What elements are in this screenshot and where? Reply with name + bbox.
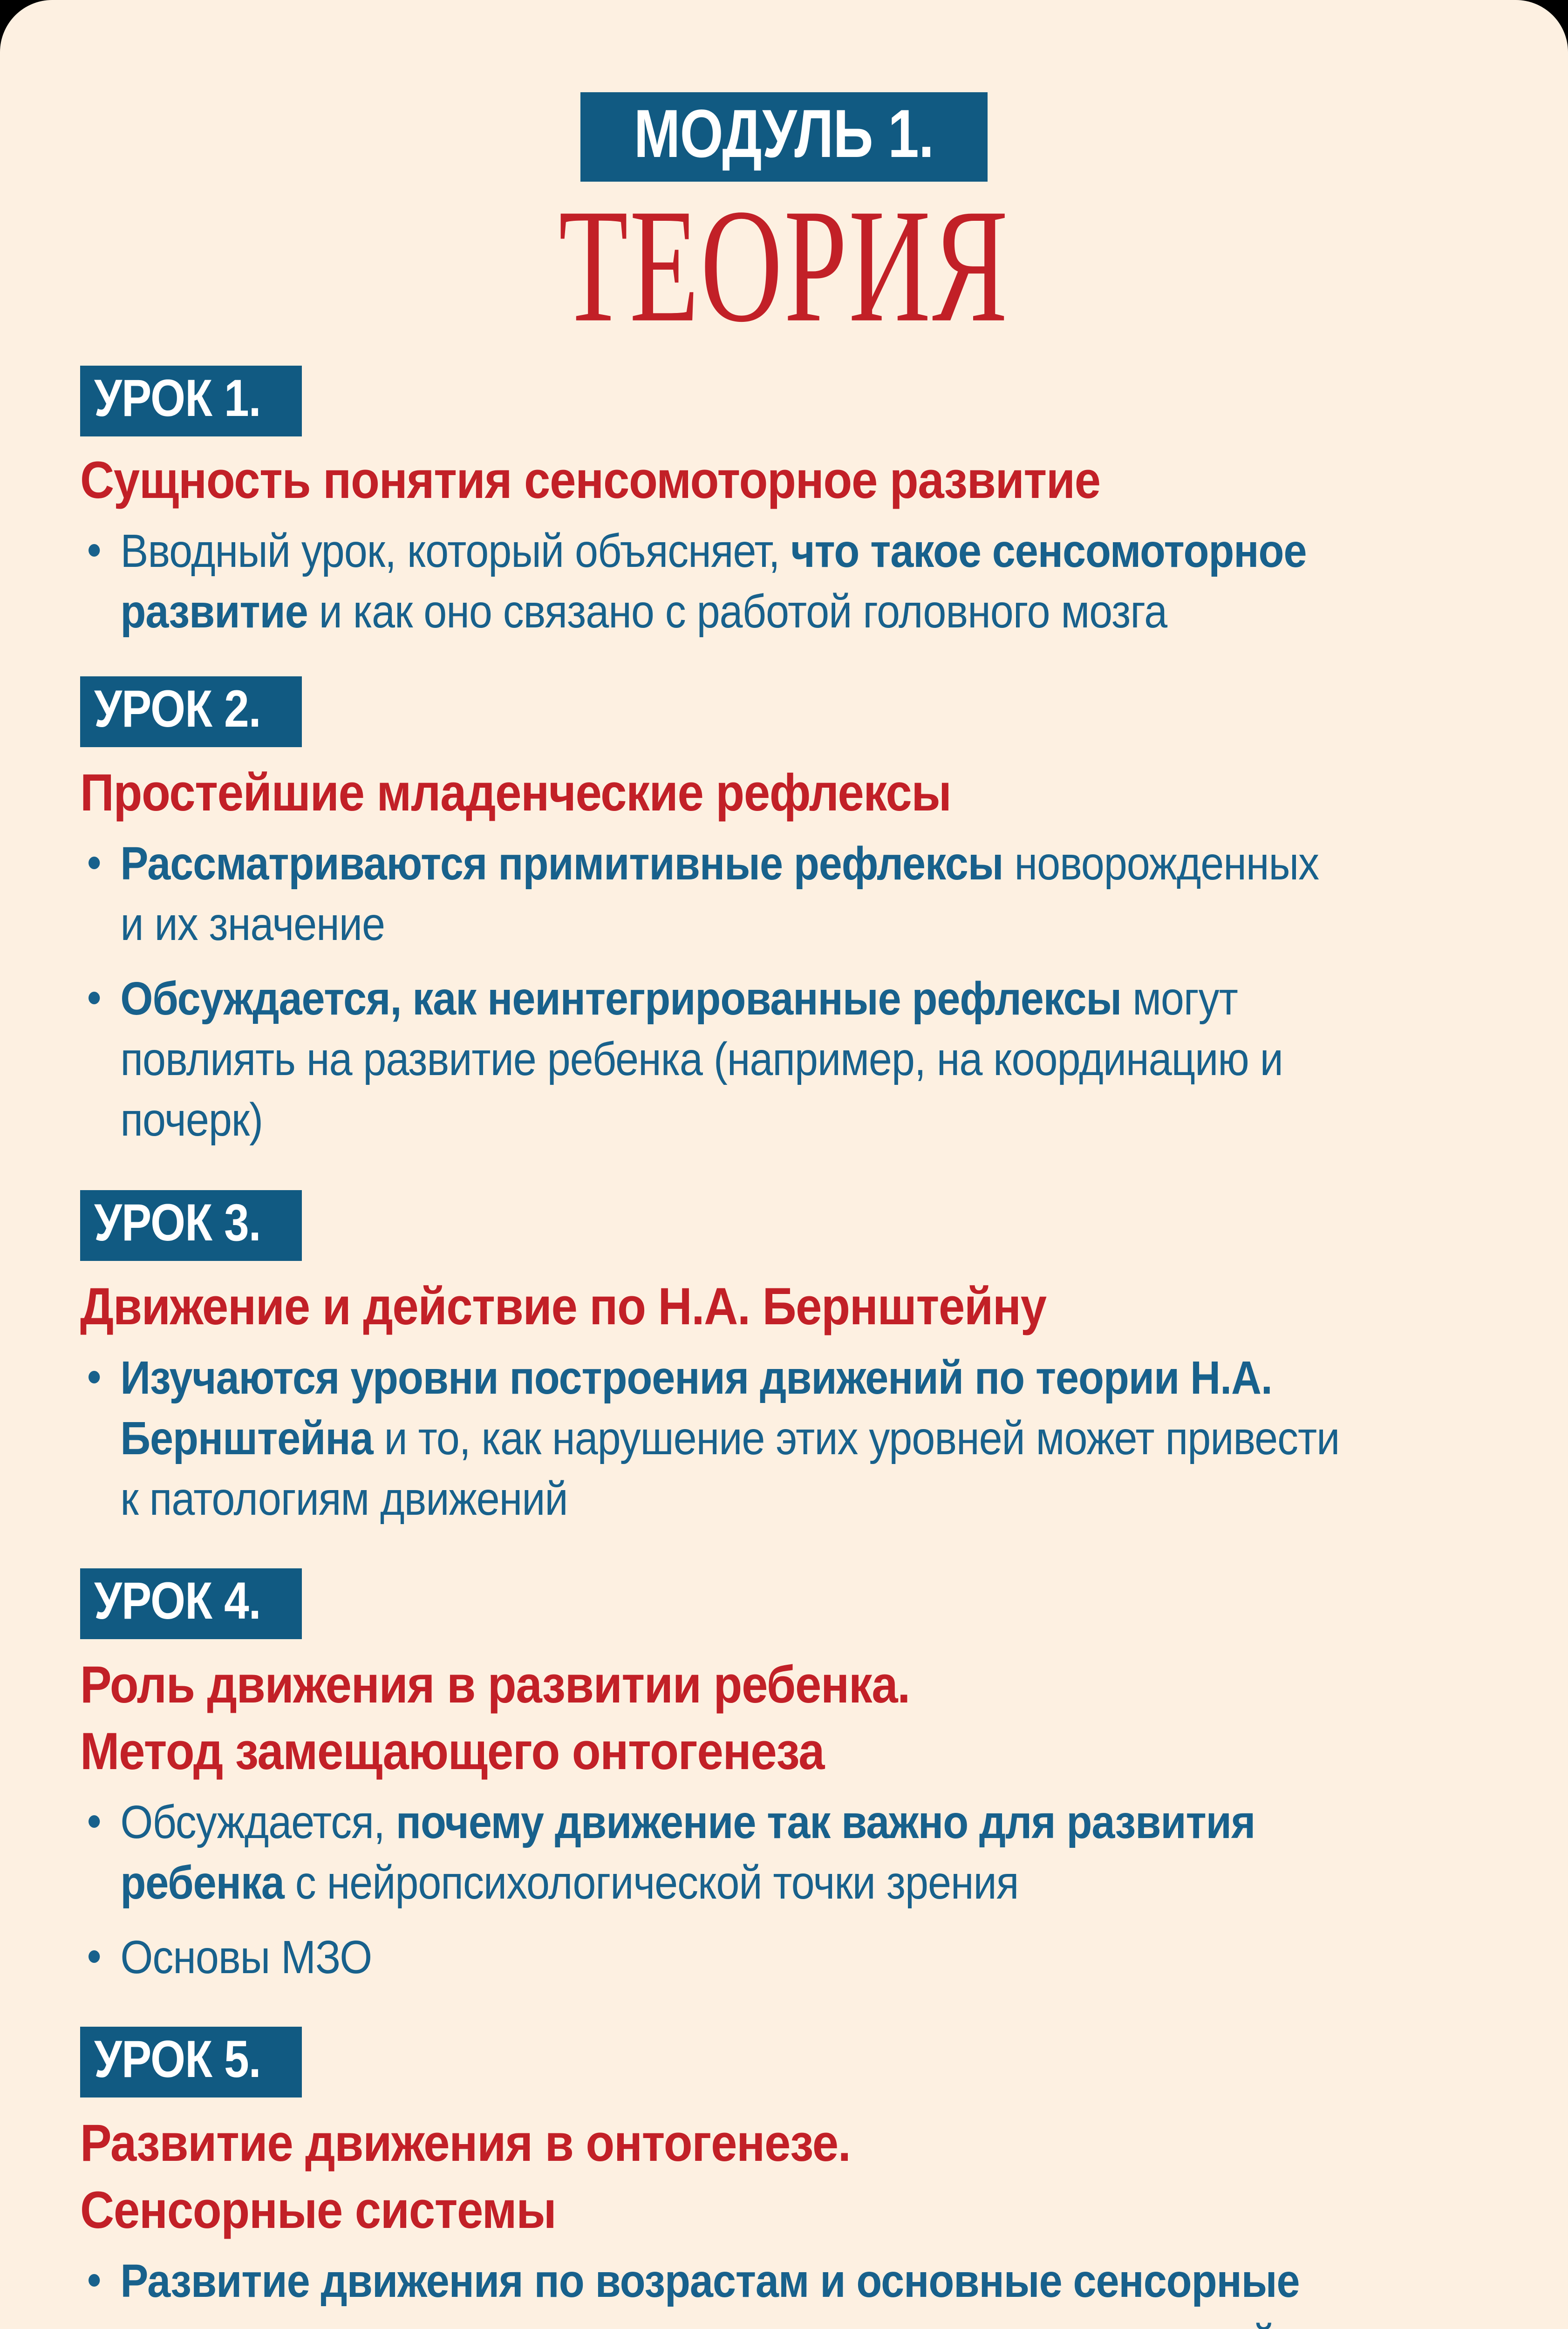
lesson-bullet: Вводный урок, который объясняет, что так… xyxy=(80,521,1347,642)
lesson-bullets-4: Обсуждается, почему движение так важно д… xyxy=(80,1792,1488,1988)
lesson-bullet: Развитие движения по возрастам и основны… xyxy=(80,2251,1347,2329)
lesson-badge-4: УРОК 4. xyxy=(80,1568,302,1639)
lesson-bullets-3: Изучаются уровни построения движений по … xyxy=(80,1348,1488,1529)
lesson-item-2: УРОК 2. Простейшие младенческие рефлексы… xyxy=(80,676,1488,1150)
bullet-dot-icon xyxy=(89,544,100,557)
lesson-title-4: Роль движения в развитии ребенка. Метод … xyxy=(80,1655,910,1781)
lesson-badge-2: УРОК 2. xyxy=(80,676,302,747)
lesson-bullet: Основы МЗО xyxy=(80,1927,1347,1988)
bullet-dot-icon xyxy=(89,1815,100,1828)
lesson-bullets-2: Рассматриваются примитивные рефлексы нов… xyxy=(80,833,1488,1150)
lesson-badge-label: УРОК 4. xyxy=(94,1571,261,1630)
lesson-bullet-text: Изучаются уровни построения движений по … xyxy=(120,1351,1340,1525)
lesson-badge-5: УРОК 5. xyxy=(80,2027,302,2098)
lesson-list: УРОК 1. Сущность понятия сенсомоторное р… xyxy=(0,365,1568,2329)
module-badge: МОДУЛЬ 1. xyxy=(580,92,988,182)
card-header: МОДУЛЬ 1. ТЕОРИЯ xyxy=(0,0,1568,347)
lesson-title-2: Простейшие младенческие рефлексы xyxy=(80,763,952,822)
lesson-item-4: УРОК 4. Роль движения в развитии ребенка… xyxy=(80,1568,1488,1988)
lesson-title-1: Сущность понятия сенсомоторное развитие xyxy=(80,450,1101,509)
lesson-bullets-1: Вводный урок, который объясняет, что так… xyxy=(80,521,1488,642)
module-badge-label: МОДУЛЬ 1. xyxy=(634,95,934,171)
lesson-item-3: УРОК 3. Движение и действие по Н.А. Берн… xyxy=(80,1190,1488,1529)
lesson-badge-label: УРОК 1. xyxy=(94,368,261,427)
lesson-badge-3: УРОК 3. xyxy=(80,1190,302,1261)
lesson-bullet: Обсуждается, как неинтегрированные рефле… xyxy=(80,968,1347,1150)
lesson-bullet-text: Вводный урок, который объясняет, что так… xyxy=(120,524,1307,638)
lesson-bullet-text: Обсуждается, как неинтегрированные рефле… xyxy=(120,973,1283,1146)
lesson-bullet: Изучаются уровни построения движений по … xyxy=(80,1348,1347,1529)
lesson-item-5: УРОК 5. Развитие движения в онтогенезе. … xyxy=(80,2027,1488,2329)
bullet-dot-icon xyxy=(89,1370,100,1383)
lesson-bullet-text: Развитие движения по возрастам и основны… xyxy=(120,2255,1300,2329)
lesson-bullet-text: Основы МЗО xyxy=(120,1931,372,1984)
lesson-title-3: Движение и действие по Н.А. Бернштейну xyxy=(80,1277,1047,1336)
bullet-dot-icon xyxy=(89,2274,100,2287)
lesson-badge-label: УРОК 2. xyxy=(94,679,261,738)
lesson-bullet-text: Рассматриваются примитивные рефлексы нов… xyxy=(120,838,1319,951)
page-title: ТЕОРИЯ xyxy=(559,176,1009,356)
lesson-bullet-text: Обсуждается, почему движение так важно д… xyxy=(120,1796,1255,1909)
lesson-title-5: Развитие движения в онтогенезе. Сенсорны… xyxy=(80,2114,851,2239)
bullet-dot-icon xyxy=(89,857,100,870)
lesson-badge-label: УРОК 3. xyxy=(94,1193,261,1252)
lesson-badge-1: УРОК 1. xyxy=(80,365,302,436)
lesson-bullets-5: Развитие движения по возрастам и основны… xyxy=(80,2251,1488,2329)
lesson-item-1: УРОК 1. Сущность понятия сенсомоторное р… xyxy=(80,365,1488,642)
lesson-badge-label: УРОК 5. xyxy=(94,2030,261,2089)
lesson-bullet: Обсуждается, почему движение так важно д… xyxy=(80,1792,1347,1913)
bullet-dot-icon xyxy=(89,992,100,1005)
lesson-bullet: Рассматриваются примитивные рефлексы нов… xyxy=(80,833,1347,954)
bullet-dot-icon xyxy=(89,1950,100,1963)
